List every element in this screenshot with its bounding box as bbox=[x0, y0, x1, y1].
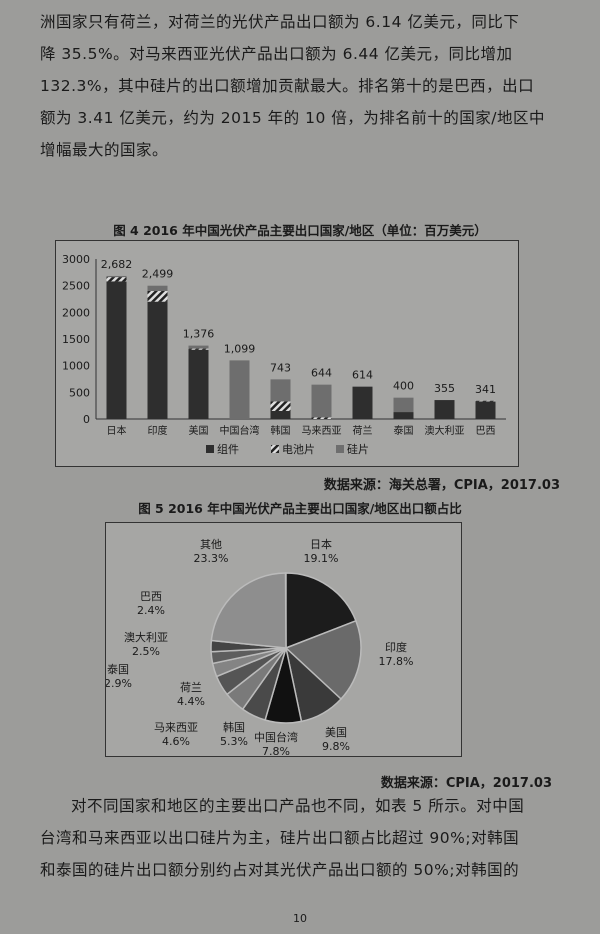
bar-segment bbox=[352, 387, 373, 419]
slice-label: 巴西 bbox=[140, 590, 162, 603]
slice-percent: 23.3% bbox=[194, 552, 229, 565]
slice-label: 美国 bbox=[325, 726, 347, 739]
data-label: 1,099 bbox=[224, 342, 256, 355]
slice-label: 澳大利亚 bbox=[124, 630, 168, 644]
x-tick-label: 中国台湾 bbox=[220, 424, 260, 437]
y-tick-label: 500 bbox=[69, 386, 90, 399]
bar-segment bbox=[188, 349, 209, 419]
figure4-caption: 图 4 2016 年中国光伏产品主要出口国家/地区（单位：百万美元） bbox=[113, 223, 487, 238]
x-tick-label: 韩国 bbox=[271, 424, 291, 437]
slice-label: 马来西亚 bbox=[154, 721, 198, 734]
bar-segment bbox=[229, 360, 250, 419]
bar-segment bbox=[270, 379, 291, 402]
x-tick-label: 巴西 bbox=[476, 425, 496, 437]
x-tick-label: 日本 bbox=[107, 424, 127, 437]
figure4-source: 数据来源：海关总署，CPIA，2017.03 bbox=[323, 478, 560, 493]
bar-segment bbox=[475, 401, 496, 419]
slice-percent: 9.8% bbox=[322, 740, 350, 753]
legend-label: 电池片 bbox=[282, 443, 315, 456]
bar-segment bbox=[393, 412, 414, 419]
y-tick-label: 0 bbox=[83, 413, 90, 426]
line: 增幅最大的国家。 bbox=[40, 141, 169, 159]
slice-percent: 17.8% bbox=[379, 655, 414, 668]
y-tick-label: 2500 bbox=[62, 280, 90, 293]
line: 洲国家只有荷兰，对荷兰的光伏产品出口额为 6.14 亿美元，同比下 bbox=[40, 13, 520, 31]
slice-label: 印度 bbox=[385, 640, 407, 654]
line: 台湾和马来西亚以出口硅片为主，硅片出口额占比超过 90%;对韩国 bbox=[40, 829, 520, 847]
line: 和泰国的硅片出口额分别约占对其光伏产品出口额的 50%;对韩国的 bbox=[40, 861, 520, 879]
figure5-source: 数据来源：CPIA，2017.03 bbox=[380, 776, 552, 791]
slice-percent: 2.4% bbox=[137, 604, 165, 617]
data-label: 743 bbox=[270, 361, 291, 374]
bar-segment bbox=[188, 348, 209, 350]
bar-segment bbox=[311, 384, 332, 418]
legend-label: 硅片 bbox=[347, 443, 369, 456]
data-label: 644 bbox=[311, 367, 332, 380]
data-label: 614 bbox=[352, 368, 373, 381]
legend-label: 组件 bbox=[217, 442, 239, 456]
bar-segment bbox=[106, 277, 127, 282]
pie-slice bbox=[284, 619, 362, 701]
paragraph-1: 洲国家只有荷兰，对荷兰的光伏产品出口额为 6.14 亿美元，同比下 降 35.5… bbox=[40, 6, 560, 166]
slice-percent: 7.8% bbox=[262, 745, 290, 756]
legend-swatch bbox=[271, 445, 279, 453]
data-label: 2,499 bbox=[142, 268, 174, 281]
y-tick-label: 3000 bbox=[62, 253, 90, 266]
bar-segment bbox=[434, 400, 455, 419]
bar-segment bbox=[147, 291, 168, 302]
x-tick-label: 荷兰 bbox=[353, 424, 373, 437]
slice-label: 泰国 bbox=[107, 662, 129, 676]
slice-percent: 5.3% bbox=[220, 735, 248, 748]
line: 132.3%，其中硅片的出口额增加贡献最大。排名第十的是巴西，出口 bbox=[40, 77, 535, 95]
figure5-caption: 图 5 2016 年中国光伏产品主要出口国家/地区出口额占比 bbox=[138, 501, 462, 516]
pie-slice bbox=[210, 572, 287, 649]
legend-swatch bbox=[336, 445, 344, 453]
bar-segment bbox=[106, 281, 127, 419]
pie-chart: 日本 19.1% 印度 17.8% 美国 9.8% 中国台湾 7.8% 韩国 5.3% 马来西亚 4.… bbox=[104, 522, 462, 758]
slice-label: 韩国 bbox=[223, 720, 245, 734]
x-tick-label: 马来西亚 bbox=[302, 425, 342, 437]
slice-percent: 2.5% bbox=[132, 645, 160, 658]
bar-chart: 0 500 1000 1500 2000 2500 3000 2,682 日本 2,499 印度 1,… bbox=[55, 240, 519, 467]
data-label: 1,376 bbox=[183, 328, 215, 341]
data-label: 400 bbox=[393, 380, 414, 393]
bar-segment bbox=[475, 400, 496, 402]
bar-segment bbox=[147, 301, 168, 419]
data-label: 341 bbox=[475, 383, 496, 396]
bar-segment bbox=[352, 386, 373, 387]
slice-label: 日本 bbox=[310, 537, 332, 551]
bar-segment bbox=[188, 345, 209, 349]
y-tick-label: 2000 bbox=[62, 306, 90, 319]
bar-segment bbox=[270, 411, 291, 419]
paragraph-2: 对不同国家和地区的主要出口产品也不同，如表 5 所示。对中国 台湾和马来西亚以出… bbox=[40, 790, 560, 886]
bar-segment bbox=[270, 401, 291, 411]
slice-percent: 2.9% bbox=[106, 677, 132, 690]
x-tick-label: 印度 bbox=[148, 424, 168, 437]
slice-label: 其他 bbox=[200, 538, 222, 551]
x-tick-label: 美国 bbox=[189, 424, 209, 437]
x-tick-label: 澳大利亚 bbox=[425, 424, 465, 437]
line: 额为 3.41 亿美元，约为 2015 年的 10 倍，为排名前十的国家/地区中 bbox=[40, 109, 545, 127]
bar-segment bbox=[393, 397, 414, 413]
y-tick-label: 1000 bbox=[62, 360, 90, 373]
bar-segment bbox=[311, 417, 332, 419]
line: 对不同国家和地区的主要出口产品也不同，如表 5 所示。对中国 bbox=[71, 797, 525, 815]
legend-swatch bbox=[206, 445, 214, 453]
bar-segment bbox=[147, 285, 168, 291]
pie-slice bbox=[285, 572, 357, 650]
bar-segment bbox=[106, 275, 127, 278]
slice-percent: 4.6% bbox=[162, 735, 190, 748]
slice-label: 中国台湾 bbox=[254, 730, 298, 744]
x-tick-label: 泰国 bbox=[394, 424, 414, 437]
slice-label: 荷兰 bbox=[180, 681, 202, 694]
page-number: 10 bbox=[293, 912, 307, 925]
data-label: 2,682 bbox=[101, 258, 133, 271]
slice-percent: 4.4% bbox=[177, 695, 205, 708]
y-tick-label: 1500 bbox=[62, 333, 90, 346]
data-label: 355 bbox=[434, 382, 455, 395]
line: 降 35.5%。对马来西亚光伏产品出口额为 6.44 亿美元，同比增加 bbox=[40, 45, 513, 63]
slice-percent: 19.1% bbox=[304, 552, 339, 565]
